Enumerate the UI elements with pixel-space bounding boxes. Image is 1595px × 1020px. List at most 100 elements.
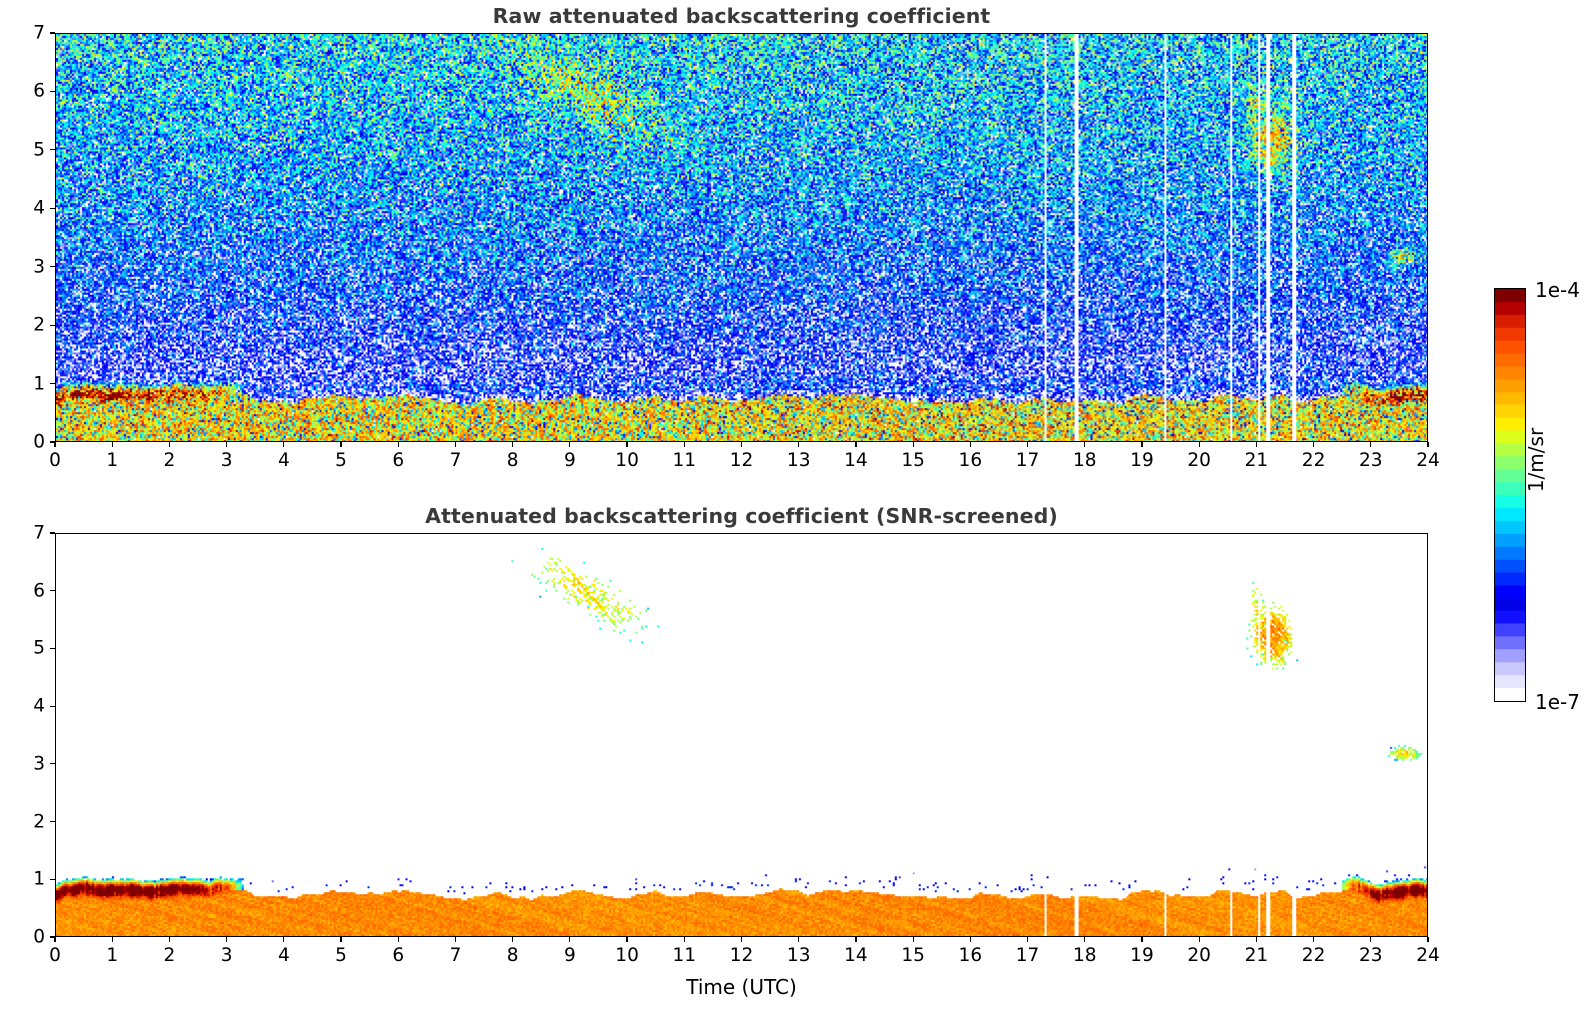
y-tick-mark xyxy=(50,878,55,880)
y-tick-mark xyxy=(50,705,55,707)
x-tick-label: 16 xyxy=(958,450,983,471)
x-tick-label: 11 xyxy=(672,945,697,966)
x-tick-label: 18 xyxy=(1072,945,1097,966)
x-tick-label: 5 xyxy=(335,450,347,471)
y-tick-mark xyxy=(50,441,55,443)
y-tick-label: 2 xyxy=(33,314,45,336)
y-tick-label: 7 xyxy=(33,522,45,544)
colorbar-min-label: 1e-7 xyxy=(1535,690,1580,714)
x-tick-label: 8 xyxy=(506,945,519,966)
x-tick-mark xyxy=(283,442,285,447)
colorbar-gradient xyxy=(1494,288,1526,702)
x-tick-mark xyxy=(969,937,971,942)
y-tick-mark xyxy=(50,647,55,650)
x-tick-label: 2 xyxy=(163,945,176,966)
x-tick-mark xyxy=(1370,937,1372,942)
x-tick-label: 6 xyxy=(392,945,405,966)
x-tick-mark xyxy=(1141,442,1143,447)
top-panel-axes xyxy=(55,33,1428,442)
x-tick-mark xyxy=(397,442,399,447)
colorbar-max-label: 1e-4 xyxy=(1535,278,1580,302)
x-tick-mark xyxy=(855,937,857,942)
y-tick-label: 0 xyxy=(33,431,45,453)
x-tick-mark xyxy=(1084,442,1086,447)
x-tick-label: 18 xyxy=(1072,450,1097,471)
x-tick-label: 9 xyxy=(563,945,576,966)
x-tick-label: 19 xyxy=(1130,945,1154,966)
x-tick-mark xyxy=(168,442,170,447)
x-tick-label: 1 xyxy=(106,945,119,966)
y-tick-label: 7 xyxy=(33,22,45,44)
x-tick-label: 21 xyxy=(1244,450,1269,471)
x-tick-label: 16 xyxy=(958,945,983,966)
x-tick-label: 24 xyxy=(1416,945,1440,966)
y-tick-mark xyxy=(50,382,55,385)
x-tick-label: 7 xyxy=(449,945,462,966)
x-tick-mark xyxy=(1312,442,1315,447)
x-tick-label: 0 xyxy=(49,450,61,471)
x-tick-label: 0 xyxy=(49,945,61,966)
x-tick-label: 17 xyxy=(1015,450,1040,471)
x-tick-mark xyxy=(1255,937,1257,942)
y-tick-label: 1 xyxy=(33,868,45,890)
x-tick-label: 11 xyxy=(672,450,697,471)
x-tick-mark xyxy=(798,442,800,447)
x-tick-mark xyxy=(1255,442,1257,447)
y-tick-label: 6 xyxy=(33,80,45,102)
y-tick-label: 3 xyxy=(33,753,45,775)
x-tick-label: 13 xyxy=(786,945,811,966)
y-tick-mark xyxy=(50,590,55,592)
x-tick-mark xyxy=(683,442,685,447)
y-tick-mark xyxy=(50,90,55,93)
x-tick-label: 3 xyxy=(220,450,233,471)
x-tick-mark xyxy=(512,937,514,942)
y-tick-label: 4 xyxy=(33,695,45,717)
x-tick-mark xyxy=(397,937,399,942)
x-tick-mark xyxy=(1427,442,1429,447)
y-tick-label: 0 xyxy=(33,926,45,948)
raw-backscatter-heatmap xyxy=(56,34,1427,441)
x-tick-mark xyxy=(969,442,971,447)
screened-backscatter-heatmap xyxy=(56,534,1427,936)
y-tick-label: 2 xyxy=(33,811,45,833)
x-tick-label: 22 xyxy=(1301,450,1326,471)
x-tick-label: 23 xyxy=(1359,450,1383,471)
x-tick-label: 1 xyxy=(106,450,119,471)
x-tick-mark xyxy=(512,442,514,447)
x-tick-mark xyxy=(626,937,628,942)
y-tick-mark xyxy=(50,532,55,534)
x-tick-label: 4 xyxy=(277,945,290,966)
x-tick-mark xyxy=(1427,937,1429,942)
bottom-panel-title: Attenuated backscattering coefficient (S… xyxy=(425,504,1058,528)
x-tick-label: 12 xyxy=(729,450,754,471)
x-tick-mark xyxy=(1141,937,1143,942)
x-tick-mark xyxy=(168,937,170,942)
x-tick-label: 19 xyxy=(1130,450,1154,471)
x-tick-mark xyxy=(912,937,914,942)
x-tick-mark xyxy=(1198,937,1200,942)
x-tick-label: 14 xyxy=(844,945,868,966)
x-tick-label: 14 xyxy=(844,450,868,471)
x-tick-label: 24 xyxy=(1416,450,1440,471)
x-tick-mark xyxy=(111,937,113,942)
x-axis-label: Time (UTC) xyxy=(686,975,797,999)
y-tick-label: 5 xyxy=(33,637,45,659)
x-tick-mark xyxy=(54,442,56,447)
y-tick-label: 6 xyxy=(33,580,45,602)
x-tick-label: 21 xyxy=(1244,945,1269,966)
x-tick-mark xyxy=(569,937,571,942)
x-tick-mark xyxy=(626,442,628,447)
x-tick-label: 3 xyxy=(220,945,233,966)
x-tick-mark xyxy=(454,937,457,942)
x-tick-mark xyxy=(226,442,228,447)
y-tick-label: 3 xyxy=(33,256,45,278)
x-tick-mark xyxy=(1312,937,1315,942)
x-tick-mark xyxy=(283,937,285,942)
x-tick-label: 15 xyxy=(901,945,925,966)
x-tick-label: 23 xyxy=(1359,945,1383,966)
x-tick-mark xyxy=(1198,442,1200,447)
x-tick-mark xyxy=(1370,442,1372,447)
x-tick-mark xyxy=(226,937,228,942)
x-tick-label: 5 xyxy=(335,945,347,966)
